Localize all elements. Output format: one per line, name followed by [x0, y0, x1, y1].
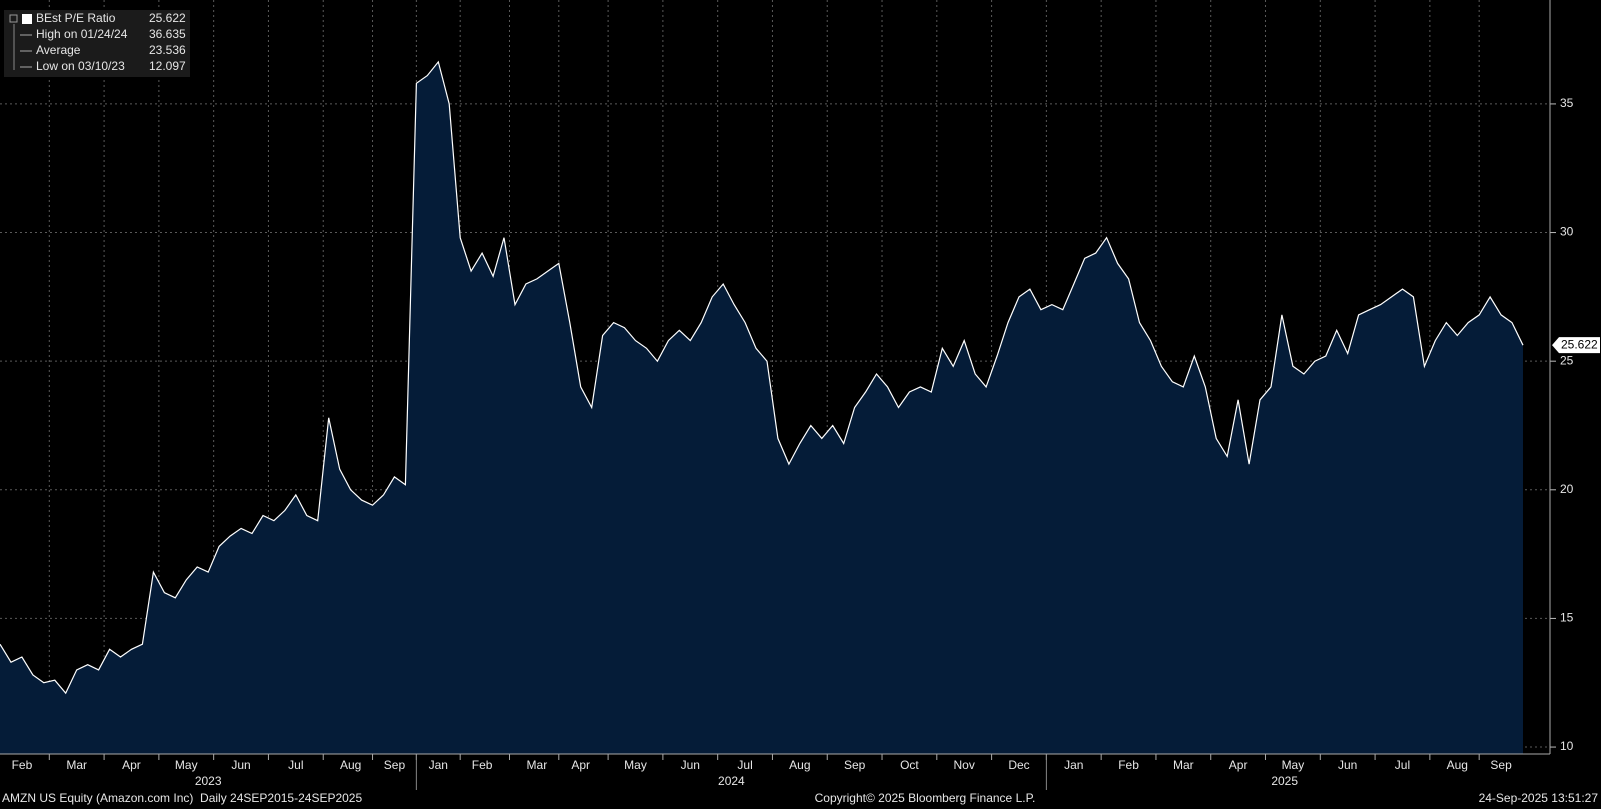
x-tick-label: Sep — [384, 758, 406, 772]
y-tick-label: 15 — [1560, 611, 1574, 625]
x-tick-label: Nov — [954, 758, 975, 772]
x-tick-label: Jul — [288, 758, 303, 772]
x-tick-label: Aug — [340, 758, 361, 772]
x-tick-label: Feb — [1118, 758, 1139, 772]
x-tick-label: Apr — [571, 758, 590, 772]
year-label: 2024 — [718, 774, 745, 788]
x-tick-label: Jul — [1395, 758, 1410, 772]
x-tick-label: Jul — [737, 758, 752, 772]
stat-value: 12.097 — [149, 59, 186, 73]
x-tick-label: Sep — [1490, 758, 1512, 772]
x-tick-label: Oct — [900, 758, 919, 772]
x-tick-label: Jun — [231, 758, 250, 772]
y-tick-label: 35 — [1560, 96, 1574, 110]
line — [0, 60, 1524, 695]
legend-collapse — [9, 14, 18, 23]
x-tick-label: Feb — [12, 758, 33, 772]
last-value-label: 25.622 — [1561, 337, 1598, 351]
plot — [0, 60, 1524, 754]
stat-value: 36.635 — [149, 27, 186, 41]
stat-label: Low on 03/10/23 — [36, 59, 125, 73]
footer-left: AMZN US Equity (Amazon.com Inc) Daily 24… — [2, 791, 362, 805]
footer-right: 24-Sep-2025 13:51:27 — [1479, 791, 1599, 805]
x-tick-label: Jan — [1064, 758, 1083, 772]
x-tick-label: Sep — [844, 758, 866, 772]
x-tick-label: Mar — [527, 758, 548, 772]
y-tick-label: 30 — [1560, 225, 1574, 239]
x-tick-label: May — [1282, 758, 1305, 772]
legend-box — [4, 10, 190, 77]
x-tick-label: May — [624, 758, 647, 772]
area — [0, 61, 1523, 754]
x-tick-label: Mar — [66, 758, 87, 772]
year-label: 2023 — [195, 774, 222, 788]
x-tick-label: Jun — [1338, 758, 1357, 772]
x-tick-label: May — [175, 758, 198, 772]
x-tick-label: Feb — [472, 758, 493, 772]
legend-name: BEst P/E Ratio — [36, 11, 116, 25]
year-label: 2025 — [1271, 774, 1298, 788]
footer-center: Copyright© 2025 Bloomberg Finance L.P. — [815, 791, 1036, 805]
x-tick-label: Mar — [1173, 758, 1194, 772]
x-tick-label: Jan — [429, 758, 448, 772]
x-tick-label: Jun — [681, 758, 700, 772]
y-tick-label: 20 — [1560, 482, 1574, 496]
stat-label: Average — [36, 43, 81, 57]
x-tick-label: Apr — [122, 758, 141, 772]
x-tick-label: Aug — [1447, 758, 1468, 772]
x-tick-label: Dec — [1008, 758, 1029, 772]
legend-swatch — [22, 14, 32, 24]
y-tick-label: 10 — [1560, 739, 1574, 753]
y-tick-label: 25 — [1560, 353, 1574, 367]
x-tick-label: Apr — [1229, 758, 1248, 772]
legend-value: 25.622 — [149, 11, 186, 25]
stat-value: 23.536 — [149, 43, 186, 57]
legend: BEst P/E Ratio 25.622 High on 01/24/24 36.6… — [4, 10, 190, 77]
stat-label: High on 01/24/24 — [36, 27, 128, 41]
last-value-tag — [1552, 337, 1600, 354]
x-tick-label: Aug — [789, 758, 810, 772]
